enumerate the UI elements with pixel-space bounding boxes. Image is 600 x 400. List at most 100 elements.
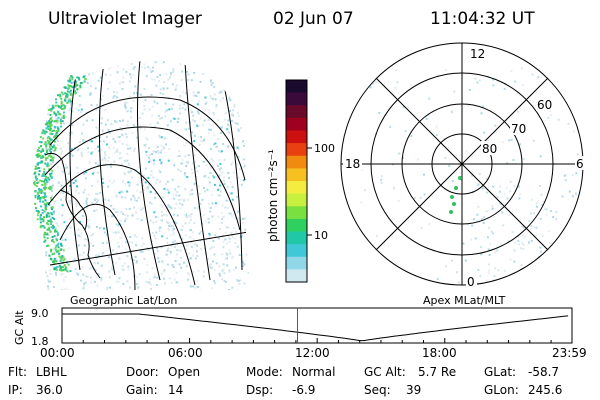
polar-speckle <box>362 255 365 258</box>
geo-speckle <box>62 65 65 68</box>
geo-speckle <box>126 144 129 146</box>
geo-speckle <box>172 241 175 244</box>
geo-speckle <box>245 81 248 84</box>
band-pixel <box>39 216 42 219</box>
band-pixel <box>34 176 37 179</box>
polar-speckle <box>378 111 381 114</box>
geo-speckle <box>136 183 139 186</box>
geo-speckle <box>185 165 188 167</box>
band-pixel <box>76 76 79 79</box>
band-pixel <box>40 150 43 153</box>
geo-speckle <box>160 246 163 249</box>
polar-speckle <box>378 255 381 257</box>
geo-speckle <box>179 104 181 107</box>
geo-speckle <box>233 68 235 70</box>
geo-speckle <box>56 224 59 227</box>
geo-speckle <box>89 276 92 279</box>
band-pixel <box>46 245 49 247</box>
geo-speckle <box>155 182 157 185</box>
band-pixel <box>44 179 47 182</box>
geo-speckle <box>149 68 152 71</box>
polar-speckle <box>451 180 454 182</box>
geo-speckle <box>231 112 234 115</box>
geo-speckle <box>154 237 157 240</box>
geo-speckle <box>246 133 249 136</box>
geo-speckle <box>150 93 153 96</box>
polar-speckle <box>518 197 521 200</box>
geo-speckle <box>194 257 197 260</box>
geo-speckle <box>172 229 174 232</box>
geo-speckle <box>132 124 135 127</box>
mlt-label-18: 18 <box>345 157 360 171</box>
geo-speckle <box>199 202 202 205</box>
geo-speckle <box>70 70 72 73</box>
geo-speckle <box>228 85 231 87</box>
instrument-title: Ultraviolet Imager <box>48 9 202 29</box>
geo-speckle <box>108 270 111 273</box>
geo-speckle <box>108 286 111 289</box>
geo-speckle <box>216 176 219 179</box>
geo-speckle <box>238 114 241 117</box>
geo-speckle <box>149 160 152 163</box>
geo-speckle <box>106 88 109 91</box>
geo-speckle <box>219 126 222 129</box>
polar-speckle <box>544 272 547 275</box>
geo-speckle <box>64 115 67 118</box>
geo-speckle <box>244 228 247 231</box>
polar-speckle <box>568 190 571 193</box>
geo-speckle <box>209 263 212 266</box>
geo-speckle <box>129 147 132 150</box>
geo-speckle <box>70 62 73 65</box>
band-pixel <box>59 266 62 269</box>
footer-val-gain: 14 <box>168 383 183 397</box>
geo-speckle <box>150 287 152 290</box>
band-pixel <box>49 159 52 162</box>
geo-speckle <box>166 180 169 183</box>
band-pixel <box>46 139 49 142</box>
polar-speckle <box>572 130 575 133</box>
geo-speckle <box>110 56 112 58</box>
geo-speckle <box>166 188 169 191</box>
band-pixel <box>53 125 56 128</box>
geo-speckle <box>181 107 184 109</box>
geo-speckle <box>209 81 212 84</box>
geo-speckle <box>147 186 150 189</box>
colorbar-cell <box>286 155 307 169</box>
footer-key-glat: GLat: <box>484 365 516 379</box>
band-pixel <box>48 137 51 140</box>
band-pixel <box>36 150 39 152</box>
geo-speckle <box>64 163 67 166</box>
geo-speckle <box>138 166 140 169</box>
polar-speckle <box>567 122 570 125</box>
geo-speckle <box>147 66 150 69</box>
geo-speckle <box>144 136 147 139</box>
geo-speckle <box>196 244 199 247</box>
geo-speckle <box>192 254 195 257</box>
mlt-label-6: 6 <box>576 157 584 171</box>
geo-speckle <box>153 276 156 279</box>
band-pixel <box>34 165 37 168</box>
geo-speckle-bright <box>72 182 75 184</box>
geo-speckle <box>52 149 55 152</box>
geo-speckle <box>162 87 165 90</box>
band-pixel <box>41 209 44 211</box>
geo-speckle <box>112 147 115 149</box>
geo-speckle <box>97 164 100 167</box>
geo-speckle <box>115 251 118 254</box>
band-pixel <box>59 119 62 122</box>
polar-speckle <box>485 177 488 180</box>
polar-speckle <box>398 152 401 155</box>
geo-speckle <box>70 124 73 127</box>
polar-speckle <box>512 159 515 161</box>
geo-speckle <box>153 78 156 81</box>
geo-speckle <box>238 282 241 285</box>
polar-speckle <box>401 156 404 159</box>
polar-speckle <box>502 224 505 227</box>
polar-speckle <box>557 261 560 264</box>
polar-speckle <box>546 253 549 256</box>
geo-speckle <box>181 159 184 162</box>
geo-speckle <box>235 195 238 198</box>
geo-speckle <box>212 66 214 69</box>
polar-speckle <box>550 114 553 117</box>
band-pixel <box>46 136 49 139</box>
